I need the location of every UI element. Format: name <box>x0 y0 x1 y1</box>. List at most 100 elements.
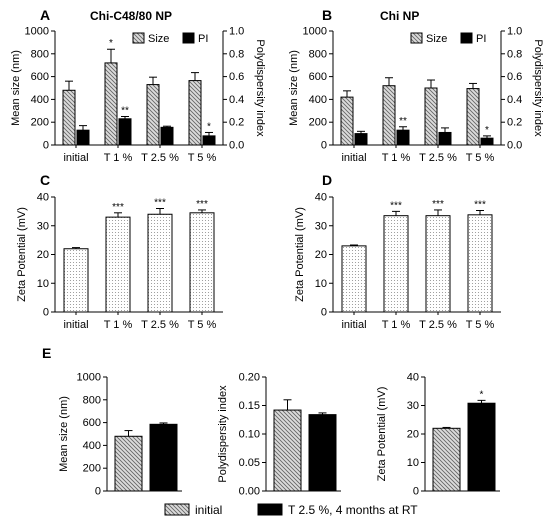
x-tick-label: T 5 % <box>466 319 495 331</box>
bar-zeta <box>425 215 451 313</box>
y-tick-label: 0.20 <box>239 372 260 384</box>
y-tick-label: 30 <box>37 220 49 232</box>
x-tick-label: T 2.5 % <box>141 319 179 331</box>
x-tick-label: initial <box>341 152 366 164</box>
bar-zeta <box>105 216 131 313</box>
y2-tick-label: 0.6 <box>229 71 244 83</box>
bar-size <box>340 96 354 146</box>
y-tick-label: 0 <box>43 307 49 319</box>
x-tick-label: T 2.5 % <box>419 319 457 331</box>
y-tick-label: 20 <box>407 429 419 441</box>
y-tick-label: 1000 <box>303 26 327 38</box>
bar-pi <box>354 133 368 146</box>
y-tick-label: 0.05 <box>239 457 260 469</box>
bar-solid <box>149 423 178 492</box>
y-axis-label: Mean size (nm) <box>10 50 22 126</box>
bar-pi <box>480 137 494 146</box>
y-tick-label: 0.10 <box>239 429 260 441</box>
y-tick-label: 800 <box>83 394 101 406</box>
y-axis-label: Zeta Potential (mV) <box>376 387 388 482</box>
significance-marker: ** <box>121 106 129 117</box>
y-axis-label: Zeta Potential (mV) <box>16 207 28 302</box>
x-tick-label: initial <box>63 152 88 164</box>
y2-axis-label: Polydispersity index <box>254 39 266 137</box>
y-tick-label: 20 <box>37 249 49 261</box>
legend-label: T 2.5 %, 4 months at RT <box>288 503 418 517</box>
y-tick-label: 800 <box>309 48 327 60</box>
y-tick-label: 600 <box>309 71 327 83</box>
legend-label: PI <box>476 33 486 45</box>
bar-zeta <box>467 214 493 313</box>
y2-tick-label: 1.0 <box>229 26 244 38</box>
significance-marker: *** <box>196 199 208 210</box>
significance-marker: * <box>480 389 484 400</box>
bar-size <box>146 84 160 146</box>
y2-tick-label: 0.4 <box>229 94 244 106</box>
y-tick-label: 200 <box>31 117 49 129</box>
bar-zeta <box>189 212 215 313</box>
y2-tick-label: 1.0 <box>507 26 522 38</box>
y-tick-label: 0 <box>43 140 49 152</box>
y-tick-label: 0 <box>95 486 101 498</box>
y-axis-label: Mean size (nm) <box>288 50 300 126</box>
y2-tick-label: 0.0 <box>507 140 522 152</box>
significance-marker: *** <box>390 200 402 211</box>
bar-size <box>424 87 438 146</box>
legend-swatch <box>460 32 473 44</box>
y-tick-label: 40 <box>37 192 49 204</box>
y-tick-label: 30 <box>315 220 327 232</box>
y2-tick-label: 0.8 <box>229 48 244 60</box>
legend-swatch <box>257 503 283 516</box>
x-tick-label: T 1 % <box>382 152 411 164</box>
y2-tick-label: 0.6 <box>507 71 522 83</box>
legend-label: Size <box>148 33 169 45</box>
y-tick-label: 10 <box>407 457 419 469</box>
bar-pi <box>76 129 90 146</box>
y-tick-label: 1000 <box>25 26 49 38</box>
panel-letter: D <box>322 172 332 188</box>
y-tick-label: 200 <box>309 117 327 129</box>
bar-zeta <box>341 245 367 313</box>
bar-pi <box>396 129 410 146</box>
x-tick-label: T 1 % <box>104 152 133 164</box>
panel-letter: E <box>42 345 51 361</box>
y-tick-label: 1000 <box>77 372 101 384</box>
x-tick-label: T 1 % <box>382 319 411 331</box>
x-tick-label: initial <box>63 319 88 331</box>
x-tick-label: T 5 % <box>188 152 217 164</box>
legend-swatch <box>132 32 145 44</box>
bar-size <box>188 80 202 146</box>
x-tick-label: T 5 % <box>188 319 217 331</box>
significance-marker: ** <box>399 116 407 127</box>
y-tick-label: 40 <box>315 192 327 204</box>
y-tick-label: 600 <box>83 417 101 429</box>
bar-size <box>382 85 396 146</box>
bar-zeta <box>63 248 89 313</box>
significance-marker: * <box>207 121 211 132</box>
significance-marker: *** <box>112 202 124 213</box>
legend-swatch <box>164 503 190 516</box>
bar-size <box>466 88 480 146</box>
y2-tick-label: 0.4 <box>507 94 522 106</box>
panel-letter: A <box>40 7 50 23</box>
significance-marker: *** <box>474 200 486 211</box>
bar-pi <box>202 135 216 146</box>
y-tick-label: 40 <box>407 372 419 384</box>
x-tick-label: T 2.5 % <box>141 152 179 164</box>
y-tick-label: 600 <box>31 71 49 83</box>
y2-axis-label: Polydispersity index <box>532 39 544 137</box>
x-tick-label: T 1 % <box>104 319 133 331</box>
legend-swatch <box>410 32 423 44</box>
bar-pi <box>438 131 452 146</box>
y-tick-label: 30 <box>407 400 419 412</box>
panel-letter: B <box>322 7 332 23</box>
bar-zeta <box>147 213 173 313</box>
x-tick-label: initial <box>341 319 366 331</box>
panel-title: Chi-C48/80 NP <box>90 9 172 23</box>
bar-solid <box>467 402 496 492</box>
bar-hatch <box>432 427 461 492</box>
y-tick-label: 200 <box>83 463 101 475</box>
y-tick-label: 400 <box>83 440 101 452</box>
bar-hatch <box>114 435 143 492</box>
